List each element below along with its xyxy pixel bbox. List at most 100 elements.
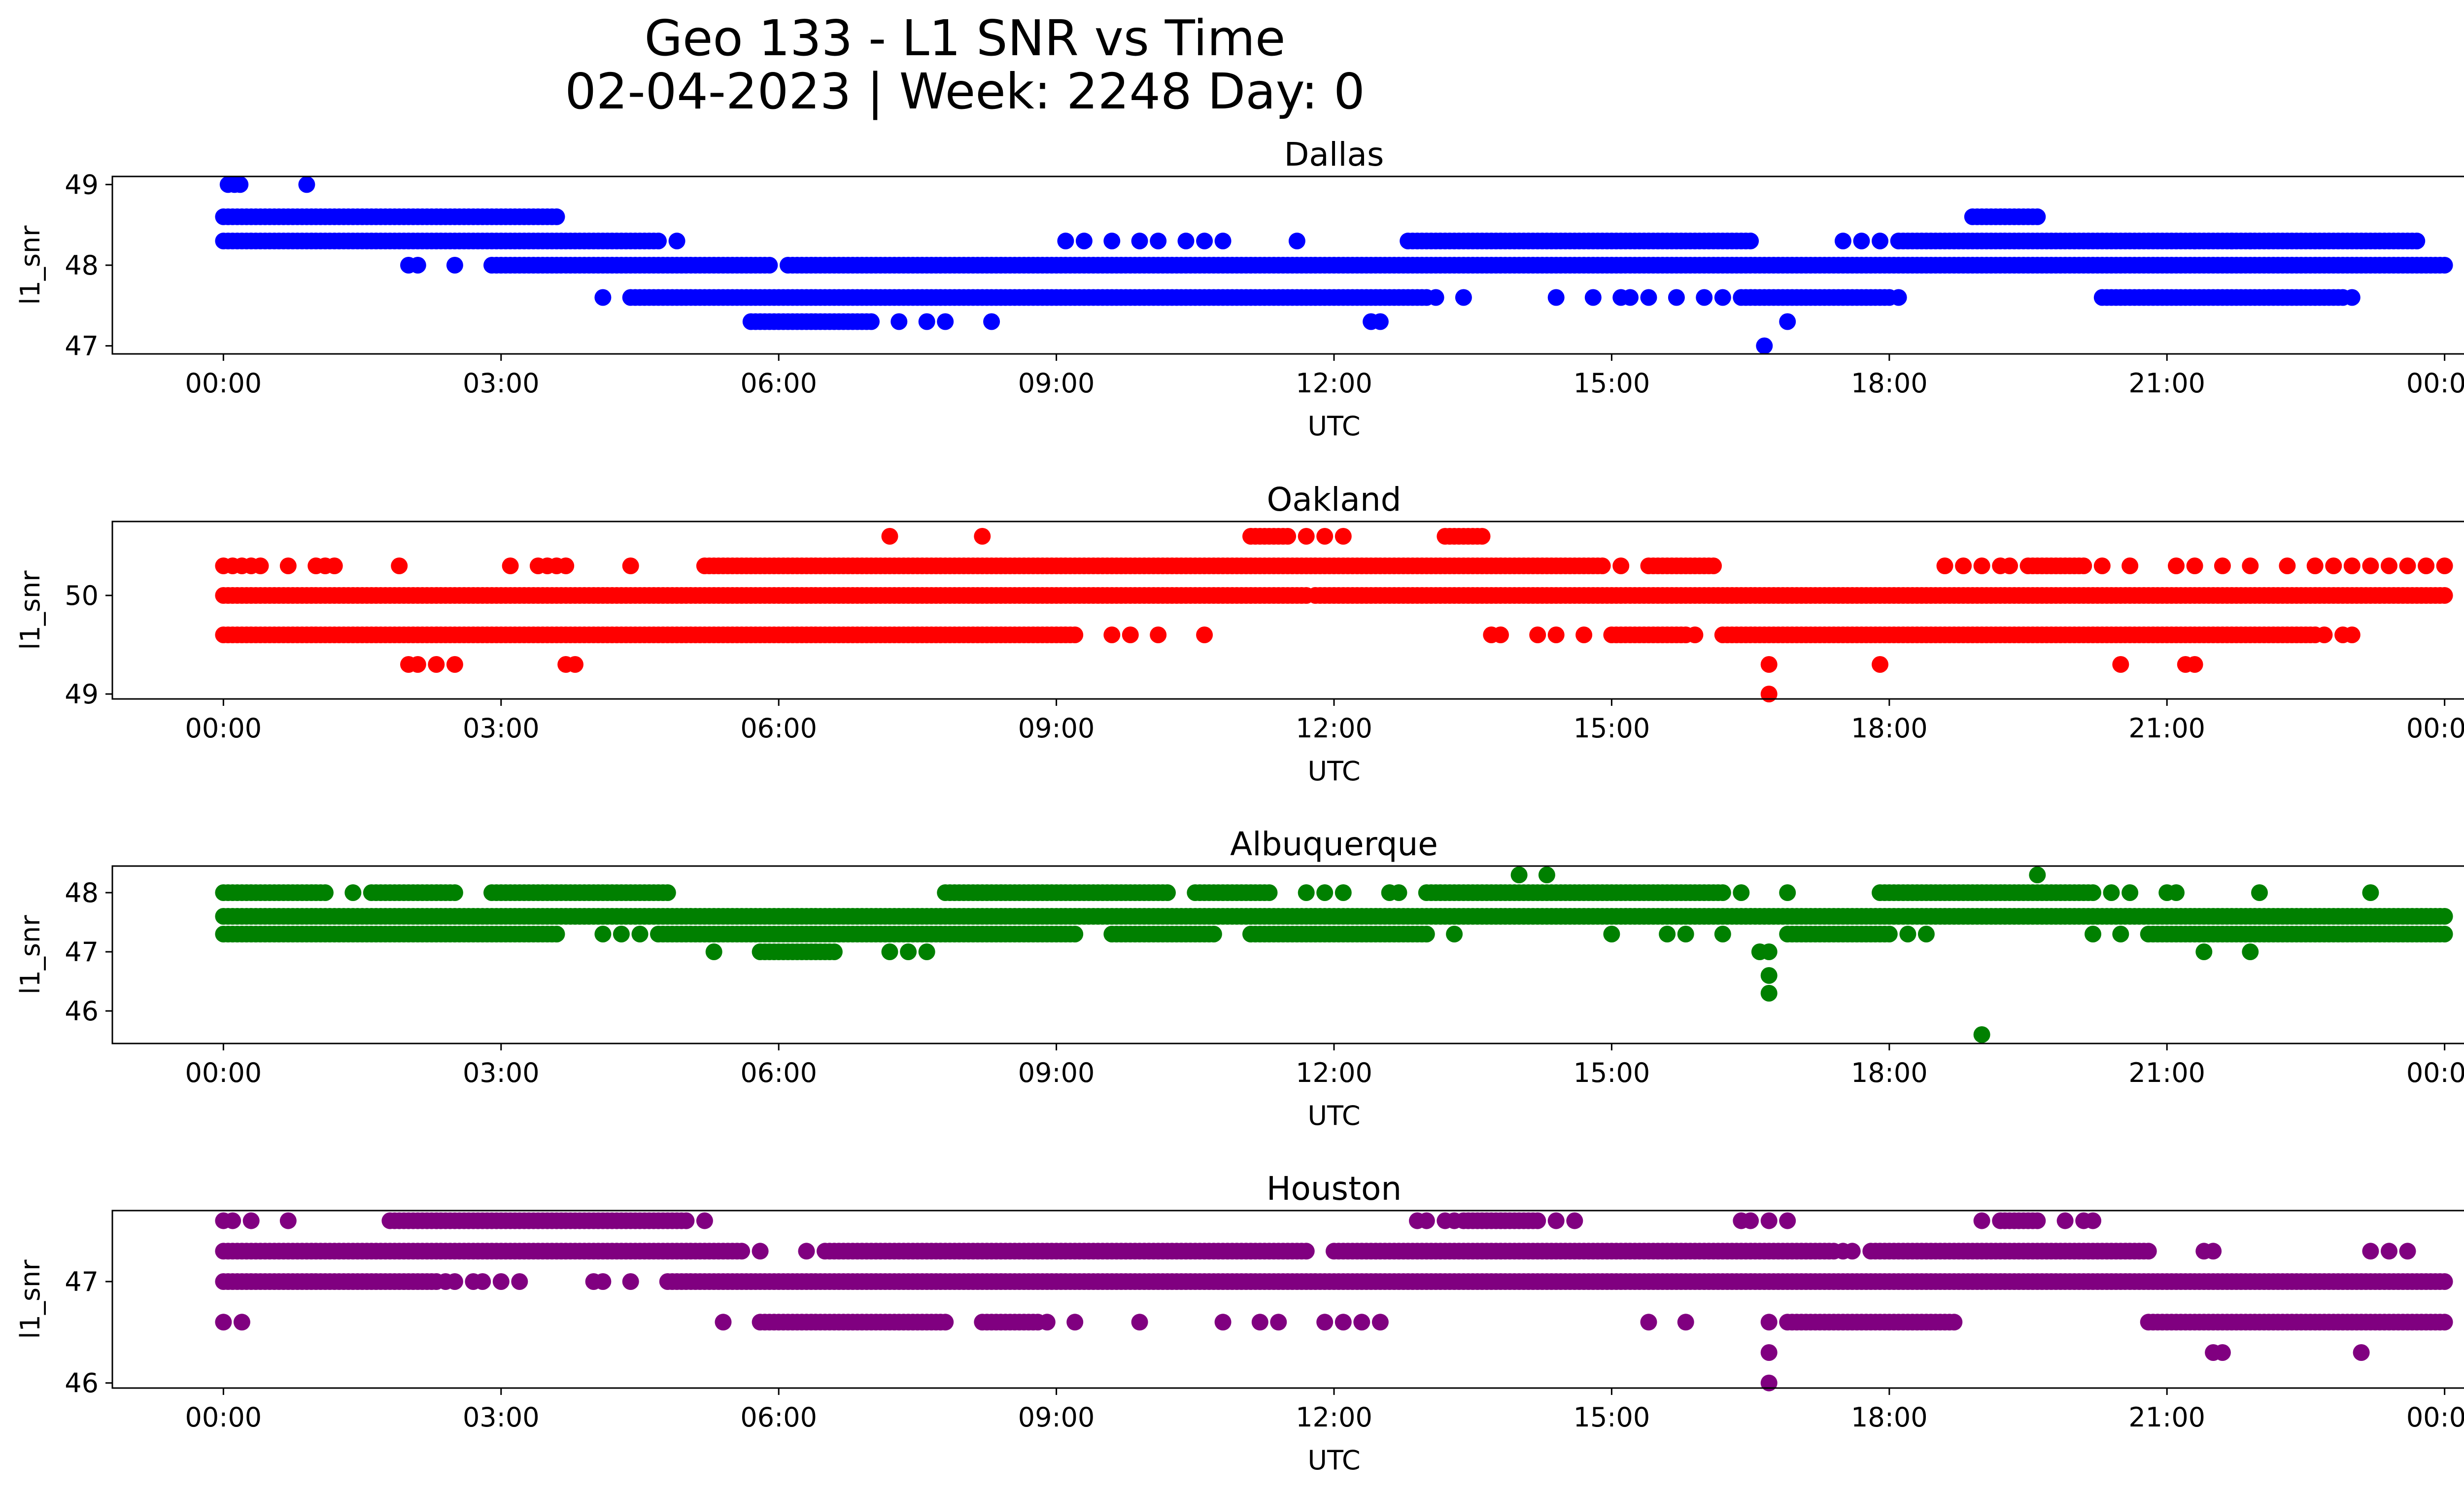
y-tick-label: 48 (65, 250, 99, 281)
data-point (1566, 1212, 1583, 1229)
data-point (2112, 656, 2129, 673)
data-point (1335, 1314, 1352, 1331)
data-point (391, 557, 408, 574)
data-point (1075, 232, 1093, 249)
x-tick-label: 00:00 (185, 368, 262, 399)
x-tick-label: 00:00 (185, 1057, 262, 1088)
y-tick-label: 50 (65, 580, 99, 611)
x-tick-label: 00:00 (2406, 1057, 2464, 1088)
data-point (1973, 557, 1990, 574)
data-point (622, 557, 639, 574)
data-point (2242, 232, 2259, 249)
data-point (1547, 1212, 1565, 1229)
data-point (492, 1273, 510, 1290)
data-point (1492, 626, 1509, 643)
data-point (2205, 1243, 2222, 1260)
data-point (316, 884, 334, 901)
data-point (2112, 926, 2129, 942)
data-point (1946, 1314, 1963, 1331)
data-point (1844, 1243, 1861, 1260)
y-tick-label: 46 (65, 996, 99, 1027)
data-point (1418, 926, 1435, 942)
data-point (594, 1273, 612, 1290)
data-point (1760, 985, 1778, 1002)
data-point (890, 313, 908, 330)
data-point (1760, 686, 1778, 702)
x-tick-label: 15:00 (1574, 1057, 1650, 1088)
data-point (2029, 208, 2046, 225)
data-point (881, 528, 898, 545)
data-point (1131, 232, 1148, 249)
x-tick-label: 18:00 (1851, 713, 1928, 744)
data-point (1196, 626, 1213, 643)
x-tick-label: 06:00 (740, 713, 817, 744)
data-point (1298, 884, 1315, 901)
data-point (2353, 1344, 2370, 1361)
y-tick-label: 49 (65, 679, 99, 710)
data-point (409, 656, 426, 673)
data-point (2418, 557, 2435, 574)
x-tick-label: 03:00 (463, 368, 540, 399)
y-tick-label: 47 (65, 1266, 99, 1297)
data-point (1057, 232, 1074, 249)
data-point (1760, 1344, 1778, 1361)
data-point (298, 176, 315, 193)
data-point (937, 1314, 954, 1331)
data-point (326, 557, 343, 574)
y-tick-label: 49 (65, 169, 99, 200)
x-tick-label: 06:00 (740, 368, 817, 399)
x-tick-label: 21:00 (2128, 368, 2205, 399)
x-tick-label: 21:00 (2128, 1402, 2205, 1433)
data-points (215, 867, 2453, 1043)
x-tick-label: 06:00 (740, 1057, 817, 1088)
data-point (1760, 1314, 1778, 1331)
data-point (678, 1212, 695, 1229)
data-point (1316, 884, 1334, 901)
data-points (215, 176, 2453, 354)
data-point (2242, 943, 2259, 960)
data-point (279, 1212, 297, 1229)
data-point (1955, 557, 1972, 574)
data-point (1742, 232, 1759, 249)
data-point (1881, 926, 1898, 942)
x-tick-label: 18:00 (1851, 1057, 1928, 1088)
data-point (1622, 289, 1639, 306)
data-point (733, 1243, 751, 1260)
x-tick-label: 21:00 (2128, 1057, 2205, 1088)
data-point (279, 557, 297, 574)
data-point (2085, 926, 2101, 942)
data-point (409, 257, 426, 274)
y-axis-label: l1_snr (15, 570, 46, 650)
data-point (1418, 1212, 1435, 1229)
data-point (1659, 926, 1676, 942)
data-point (2362, 1243, 2379, 1260)
data-point (1779, 884, 1796, 901)
figure-title-line2: 02-04-2023 | Week: 2248 Day: 0 (565, 63, 1365, 120)
data-point (2251, 884, 2268, 901)
data-point (705, 943, 722, 960)
data-point (1603, 926, 1620, 942)
data-point (2408, 232, 2426, 249)
data-point (918, 943, 935, 960)
data-point (1122, 626, 1139, 643)
data-point (1760, 1212, 1778, 1229)
data-point (1316, 1314, 1334, 1331)
data-point (1677, 926, 1694, 942)
data-point (446, 1273, 463, 1290)
data-point (2186, 557, 2203, 574)
data-point (2056, 1212, 2074, 1229)
data-point (1335, 884, 1352, 901)
y-axis-label: l1_snr (15, 915, 46, 995)
data-point (2223, 232, 2240, 249)
x-axis-label: UTC (1307, 1445, 1360, 1476)
data-point (1547, 289, 1565, 306)
data-point (548, 926, 565, 942)
data-point (937, 313, 954, 330)
data-point (2085, 1212, 2101, 1229)
data-points (215, 528, 2453, 702)
x-axis-label: UTC (1307, 1100, 1360, 1131)
x-tick-label: 18:00 (1851, 368, 1928, 399)
data-point (474, 1273, 491, 1290)
